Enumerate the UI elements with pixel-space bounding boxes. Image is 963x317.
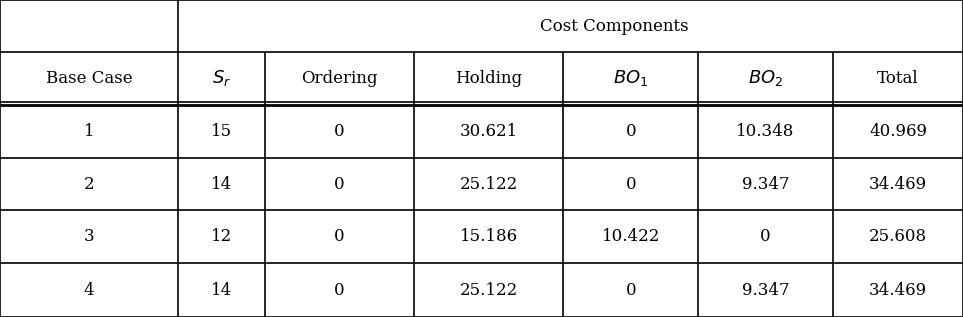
Text: Base Case: Base Case [46,70,132,87]
Text: 14: 14 [211,282,232,299]
Text: 0: 0 [334,282,345,299]
Text: 9.347: 9.347 [742,176,790,192]
Text: 12: 12 [211,229,232,245]
Text: $BO_1$: $BO_1$ [613,68,648,88]
Text: 2: 2 [84,176,94,192]
Text: 40.969: 40.969 [869,123,927,139]
Text: 30.621: 30.621 [459,123,518,139]
Text: Ordering: Ordering [301,70,377,87]
Text: 15: 15 [211,123,232,139]
Text: Total: Total [877,70,919,87]
Text: 14: 14 [211,176,232,192]
Text: 10.348: 10.348 [737,123,794,139]
Text: $S_r$: $S_r$ [212,68,231,88]
Text: 0: 0 [334,123,345,139]
Text: 34.469: 34.469 [869,282,927,299]
Text: 1: 1 [84,123,94,139]
Text: Holding: Holding [455,70,522,87]
Text: 0: 0 [625,176,637,192]
Text: 3: 3 [84,229,94,245]
Text: $BO_2$: $BO_2$ [748,68,783,88]
Text: 0: 0 [760,229,771,245]
Text: 0: 0 [625,282,637,299]
Text: 4: 4 [84,282,94,299]
Text: 25.122: 25.122 [459,282,518,299]
Text: Cost Components: Cost Components [539,18,689,35]
Text: 25.122: 25.122 [459,176,518,192]
Text: 0: 0 [334,229,345,245]
Text: 25.608: 25.608 [869,229,927,245]
Text: 10.422: 10.422 [602,229,660,245]
Text: 15.186: 15.186 [459,229,518,245]
Text: 0: 0 [625,123,637,139]
Text: 9.347: 9.347 [742,282,790,299]
Text: 34.469: 34.469 [869,176,927,192]
Text: 0: 0 [334,176,345,192]
